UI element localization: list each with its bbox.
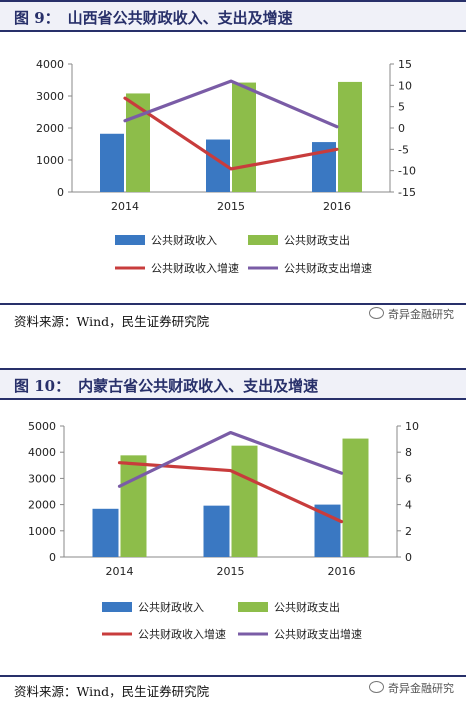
figure-9-chart: 0 1000 2000 3000 4000 -15 -10 -5 0 5 10 15 2014 2015 2… [36,58,416,275]
line-revenue-growth [117,461,344,524]
bar-revenue [314,504,341,557]
wechat-icon [369,681,384,693]
right-tick-label: 8 [405,446,412,459]
bar-expenditure [338,81,362,192]
bar-revenue [203,505,230,557]
left-tick-label: 4000 [28,446,56,459]
x-tick-label: 2015 [217,565,245,578]
figure-10-source-rule [0,675,466,677]
right-tick-label: 2 [405,525,412,538]
right-tick-label: -15 [398,186,416,199]
bar-expenditure [231,445,258,557]
right-tick-label: 4 [405,499,412,512]
figure-10-title: 图 10： 内蒙古省公共财政收入、支出及增速 [14,375,318,396]
legend-revenue-label: 公共财政收入 [151,233,217,247]
left-tick-label: 4000 [36,58,64,71]
left-tick-label: 2000 [28,499,56,512]
figure-9-watermark-text: 奇异金融研究 [388,308,454,321]
bar-expenditure [126,93,150,192]
bar-revenue [92,508,119,557]
x-tick-label: 2016 [323,200,351,213]
figure-10-watermark-text: 奇异金融研究 [388,682,454,695]
figure-9-watermark: 奇异金融研究 [369,306,454,322]
legend-revenue-growth-label: 公共财政收入增速 [151,261,239,275]
legend-expenditure-label: 公共财政支出 [284,233,350,247]
legend-revenue-label: 公共财政收入 [138,600,204,614]
legend-revenue-swatch [102,602,132,612]
legend-expenditure-label: 公共财政支出 [274,600,340,614]
x-tick-label: 2016 [328,565,356,578]
bar-revenue [100,133,124,192]
left-tick-label: 3000 [28,472,56,485]
figure-10-source: 资料来源：Wind，民生证券研究院 [14,684,210,699]
figure-9-source: 资料来源：Wind，民生证券研究院 [14,314,210,329]
left-tick-label: 0 [49,551,56,564]
line-revenue-growth [123,96,339,171]
figure-10-label: 图 10： [14,377,71,395]
line-expenditure-growth [123,79,339,129]
x-tick-label: 2015 [217,200,245,213]
legend-revenue-growth-label: 公共财政收入增速 [138,627,226,641]
figure-10-header: 图 10： 内蒙古省公共财政收入、支出及增速 [0,368,466,400]
right-tick-label: -10 [398,165,416,178]
bar-expenditure [120,455,147,557]
figure-10-chart: 0 1000 2000 3000 4000 5000 0 2 4 6 8 10 2014 2015 2016… [28,420,419,641]
right-tick-label: 6 [405,472,412,485]
legend-revenue-swatch [115,235,145,245]
bar-expenditure [342,438,369,557]
legend-expenditure-growth-label: 公共财政支出增速 [274,627,362,641]
legend-expenditure-growth-label: 公共财政支出增速 [284,261,372,275]
left-tick-label: 3000 [36,90,64,103]
left-tick-label: 1000 [28,525,56,538]
figure-9-source-rule [0,303,466,305]
right-tick-label: -5 [398,143,409,156]
figure-10-title-text: 内蒙古省公共财政收入、支出及增速 [78,377,319,395]
right-tick-label: 0 [398,122,405,135]
right-tick-label: 10 [405,420,419,433]
figure-9-label: 图 9： [14,9,60,27]
bar-expenditure [232,82,256,192]
left-tick-label: 0 [57,186,64,199]
right-tick-label: 0 [405,551,412,564]
right-tick-label: 10 [398,79,412,92]
x-tick-label: 2014 [106,565,134,578]
figure-9-header: 图 9： 山西省公共财政收入、支出及增速 [0,0,466,32]
left-tick-label: 1000 [36,154,64,167]
left-tick-label: 2000 [36,122,64,135]
right-tick-label: 5 [398,101,405,114]
legend-expenditure-swatch [238,602,268,612]
left-tick-label: 5000 [28,420,56,433]
x-tick-label: 2014 [111,200,139,213]
legend-expenditure-swatch [248,235,278,245]
figure-9-title-text: 山西省公共财政收入、支出及增速 [67,9,293,27]
line-expenditure-growth [117,430,344,488]
wechat-icon [369,307,384,319]
right-tick-label: 15 [398,58,412,71]
figure-9-title: 图 9： 山西省公共财政收入、支出及增速 [14,7,293,28]
figure-10-watermark: 奇异金融研究 [369,680,454,696]
